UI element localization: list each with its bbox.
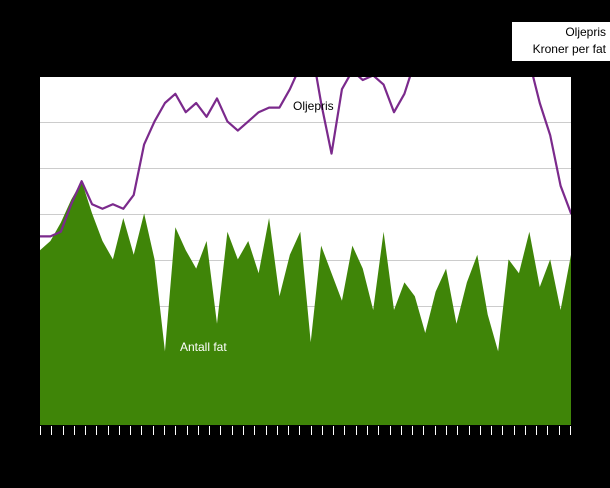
x-axis-tick bbox=[62, 426, 64, 435]
x-axis-tick bbox=[40, 426, 41, 435]
x-axis-tick bbox=[220, 426, 222, 435]
chart-title: Oljepris bbox=[565, 25, 606, 39]
x-axis-tick bbox=[186, 426, 188, 435]
x-axis-tick bbox=[468, 426, 470, 435]
x-axis-tick bbox=[276, 426, 278, 435]
x-axis-tick bbox=[400, 426, 402, 435]
x-axis-tick bbox=[197, 426, 199, 435]
x-axis-tick bbox=[265, 426, 267, 435]
x-axis-tick bbox=[242, 426, 244, 435]
x-axis-tick bbox=[107, 426, 109, 435]
x-axis-tick bbox=[445, 426, 447, 435]
x-axis-tick bbox=[570, 426, 571, 435]
x-axis-tick bbox=[434, 426, 436, 435]
oljepris-series-label: Oljepris bbox=[293, 99, 334, 113]
chart-canvas bbox=[40, 77, 571, 425]
x-axis-tick bbox=[355, 426, 357, 435]
x-axis-tick bbox=[479, 426, 481, 435]
x-axis-tick bbox=[73, 426, 75, 435]
x-axis-tick bbox=[152, 426, 154, 435]
x-axis-tick bbox=[118, 426, 120, 435]
x-axis-tick bbox=[209, 426, 211, 435]
x-axis-tick bbox=[378, 426, 380, 435]
x-axis-tick bbox=[51, 426, 53, 435]
x-axis-tick bbox=[254, 426, 256, 435]
x-axis-tick bbox=[231, 426, 233, 435]
x-axis-tick bbox=[344, 426, 346, 435]
x-axis-ticks bbox=[40, 426, 571, 436]
oljepris-line bbox=[40, 77, 571, 238]
x-axis-tick bbox=[310, 426, 312, 435]
x-axis-tick bbox=[299, 426, 301, 435]
x-axis-tick bbox=[164, 426, 166, 435]
x-axis-tick bbox=[558, 426, 560, 435]
x-axis-tick bbox=[141, 426, 143, 435]
x-axis-tick bbox=[491, 426, 493, 435]
x-axis-tick bbox=[412, 426, 414, 435]
antall-fat-series-label: Antall fat bbox=[180, 340, 227, 354]
x-axis-tick bbox=[96, 426, 98, 435]
x-axis-tick bbox=[175, 426, 177, 435]
plot-area bbox=[40, 77, 571, 425]
x-axis-tick bbox=[502, 426, 504, 435]
x-axis-tick bbox=[85, 426, 87, 435]
x-axis-tick bbox=[288, 426, 290, 435]
x-axis-tick bbox=[321, 426, 323, 435]
x-axis-tick bbox=[130, 426, 132, 435]
x-axis-tick bbox=[367, 426, 369, 435]
x-axis-tick bbox=[513, 426, 515, 435]
x-axis-tick bbox=[547, 426, 549, 435]
x-axis-tick bbox=[524, 426, 526, 435]
x-axis-tick bbox=[536, 426, 538, 435]
chart-subtitle: Kroner per fat bbox=[532, 42, 606, 56]
chart-title-block: Oljepris Kroner per fat bbox=[512, 22, 610, 61]
x-axis-tick bbox=[457, 426, 459, 435]
x-axis-tick bbox=[389, 426, 391, 435]
x-axis-tick bbox=[333, 426, 335, 435]
antall-fat-area bbox=[40, 181, 571, 425]
x-axis-tick bbox=[423, 426, 425, 435]
